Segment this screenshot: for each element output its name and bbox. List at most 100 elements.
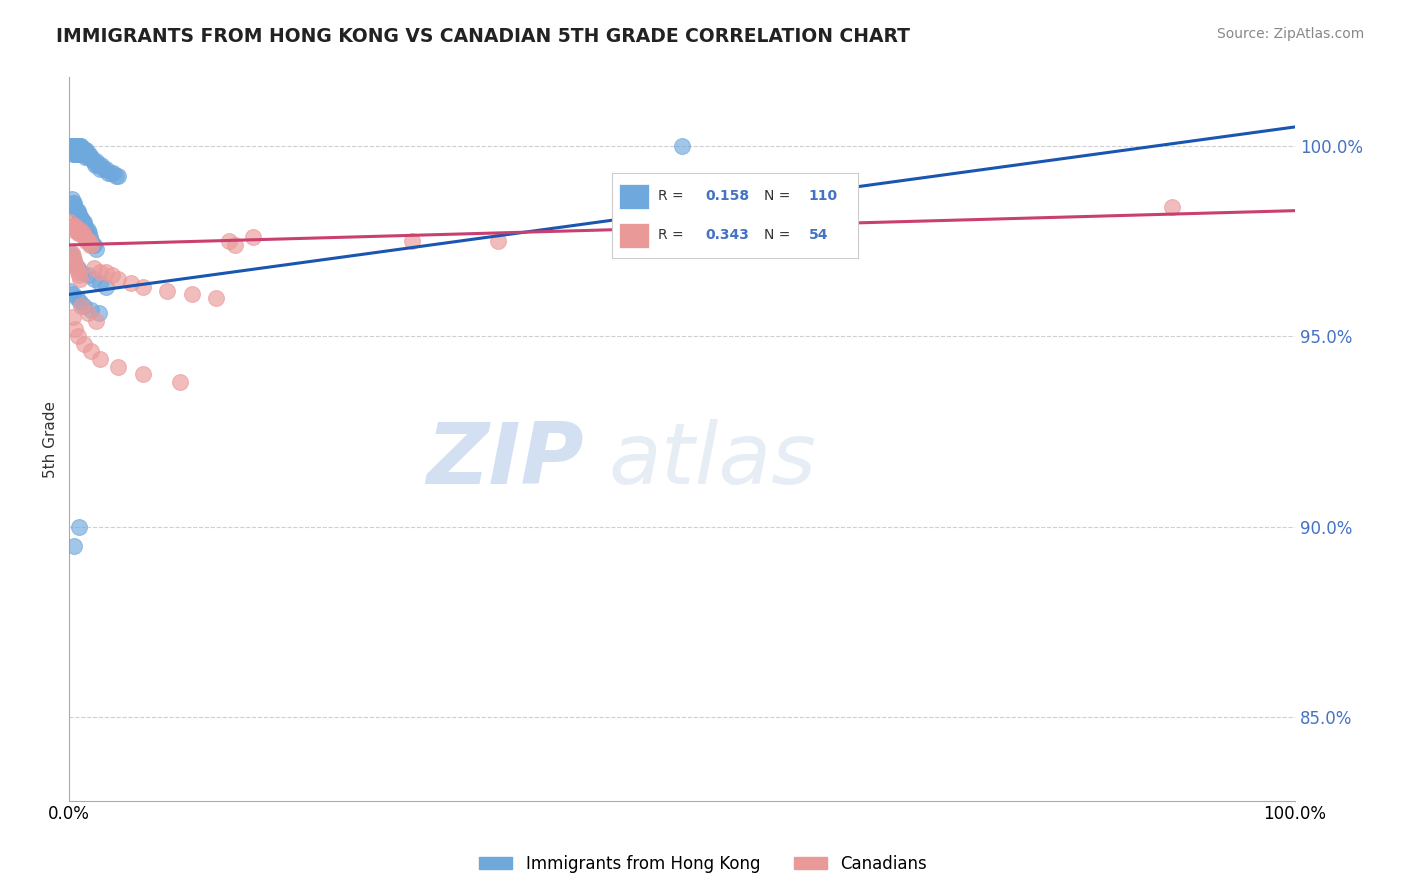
Text: 0.158: 0.158 xyxy=(706,189,749,203)
Point xyxy=(60,143,83,157)
Point xyxy=(87,158,110,172)
Point xyxy=(70,146,93,161)
Point xyxy=(80,238,103,252)
Point xyxy=(73,215,96,229)
FancyBboxPatch shape xyxy=(619,223,648,248)
Point xyxy=(70,227,93,241)
Point xyxy=(65,139,87,153)
Point xyxy=(73,337,96,351)
Point xyxy=(86,158,108,172)
Point xyxy=(62,310,84,325)
Point xyxy=(63,222,86,236)
Point xyxy=(65,257,87,271)
Point xyxy=(107,359,129,374)
Point xyxy=(80,302,103,317)
Point xyxy=(73,230,96,244)
Point xyxy=(77,150,100,164)
Point xyxy=(69,211,91,226)
Point xyxy=(87,306,110,320)
Point xyxy=(66,264,89,278)
Text: Source: ZipAtlas.com: Source: ZipAtlas.com xyxy=(1216,27,1364,41)
Text: 54: 54 xyxy=(808,228,828,243)
Point xyxy=(65,143,87,157)
Point xyxy=(66,146,89,161)
Point xyxy=(67,227,90,241)
Point xyxy=(65,291,87,305)
Point xyxy=(65,321,87,335)
Text: N =: N = xyxy=(765,228,794,243)
Point xyxy=(60,139,83,153)
Point xyxy=(104,169,127,184)
Point xyxy=(83,238,105,252)
Point xyxy=(83,154,105,169)
Point xyxy=(69,272,91,286)
Point xyxy=(63,253,86,268)
Point xyxy=(72,143,94,157)
Point xyxy=(65,222,87,236)
Point xyxy=(62,196,84,211)
Text: ZIP: ZIP xyxy=(426,419,583,502)
Point xyxy=(59,143,82,157)
Point xyxy=(75,230,97,244)
Point xyxy=(76,150,98,164)
Text: R =: R = xyxy=(658,228,689,243)
Point xyxy=(67,139,90,153)
Point xyxy=(62,139,84,153)
Point xyxy=(75,234,97,248)
Point xyxy=(70,299,93,313)
Point xyxy=(76,234,98,248)
Point xyxy=(77,146,100,161)
Point xyxy=(69,295,91,310)
Point xyxy=(69,222,91,236)
Text: 0.343: 0.343 xyxy=(706,228,749,243)
Point xyxy=(82,238,104,252)
Point xyxy=(63,139,86,153)
Point xyxy=(60,219,83,233)
Point xyxy=(75,219,97,233)
Point xyxy=(72,146,94,161)
Point xyxy=(103,165,125,179)
Point xyxy=(65,139,87,153)
Point xyxy=(94,264,117,278)
Point xyxy=(89,276,111,290)
Point xyxy=(62,146,84,161)
Point xyxy=(75,222,97,236)
Point xyxy=(76,146,98,161)
Point xyxy=(242,230,264,244)
Point xyxy=(79,150,101,164)
Point xyxy=(67,143,90,157)
Point xyxy=(83,260,105,275)
Point xyxy=(62,143,84,157)
Point xyxy=(132,280,155,294)
Point xyxy=(62,139,84,153)
Point xyxy=(65,200,87,214)
Point xyxy=(66,227,89,241)
Point xyxy=(60,245,83,260)
Point xyxy=(65,146,87,161)
Point xyxy=(84,158,107,172)
Point xyxy=(89,352,111,367)
Text: IMMIGRANTS FROM HONG KONG VS CANADIAN 5TH GRADE CORRELATION CHART: IMMIGRANTS FROM HONG KONG VS CANADIAN 5T… xyxy=(56,27,910,45)
Point xyxy=(66,329,89,343)
Point xyxy=(59,139,82,153)
Point xyxy=(65,139,87,153)
Point xyxy=(101,268,124,283)
Point xyxy=(72,227,94,241)
Point xyxy=(69,139,91,153)
Point xyxy=(65,260,87,275)
Point xyxy=(75,146,97,161)
Point xyxy=(66,143,89,157)
Point xyxy=(180,287,202,301)
Point xyxy=(93,161,115,176)
Point xyxy=(89,161,111,176)
Point xyxy=(132,368,155,382)
Point xyxy=(69,146,91,161)
Point xyxy=(60,139,83,153)
Point xyxy=(80,344,103,359)
Point xyxy=(97,165,120,179)
Point xyxy=(80,234,103,248)
Point xyxy=(67,146,90,161)
Point xyxy=(218,234,240,248)
Point xyxy=(100,165,122,179)
Point xyxy=(63,196,86,211)
